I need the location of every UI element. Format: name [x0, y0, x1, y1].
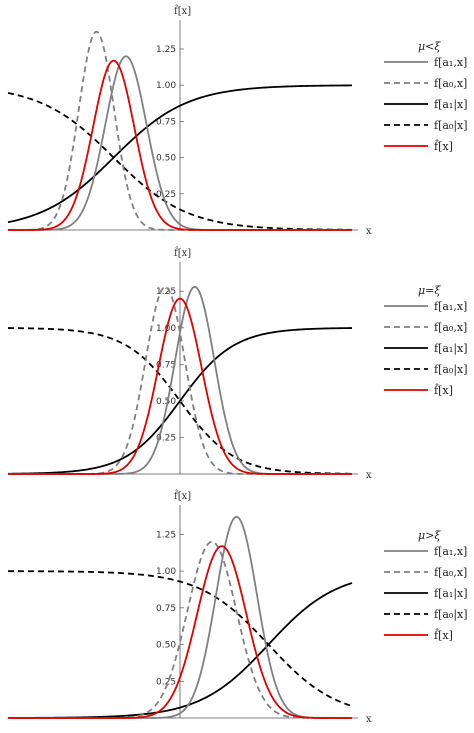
- y-axis-label: f̂[x]: [174, 247, 191, 259]
- series-line-3: [7, 92, 353, 231]
- y-tick-label: 0.25: [156, 433, 176, 443]
- x-axis-label: x: [366, 226, 372, 237]
- y-tick-label: 1.00: [156, 567, 176, 577]
- legend-entry: f[a₁|x]: [434, 587, 468, 601]
- y-tick-label: 0.75: [156, 604, 176, 614]
- legend: μ<ξ f[a₁,x] f[a₀,x] f[a₁|x] f[a₀|x] f̂[x]: [384, 40, 468, 153]
- y-tick-label: 0.25: [156, 677, 176, 687]
- x-axis-label: x: [366, 714, 372, 725]
- legend-title: μ=ξ: [418, 284, 441, 297]
- legend-entry: f[a₁|x]: [434, 342, 468, 356]
- legend-entry: f[a₁|x]: [434, 98, 468, 112]
- series-line-4: [8, 545, 352, 719]
- y-tick-label: 1.25: [156, 530, 176, 540]
- legend-entry: f[a₀|x]: [434, 363, 468, 377]
- legend-entry: f[a₀|x]: [434, 608, 468, 622]
- y-axis-label: f̂[x]: [174, 5, 191, 17]
- y-tick-label: 1.25: [156, 287, 176, 297]
- legend-entry: f[a₀,x]: [434, 321, 467, 334]
- legend-entry: f[a₁,x]: [434, 545, 467, 558]
- chart-panel-1: x f̂[x] 0.25 0.50 0.75 1.00 1.25 μ<ξ f[a₁,x] f[a₀…: [7, 5, 468, 237]
- legend-title: μ<ξ: [418, 40, 441, 53]
- legend-title: μ>ξ: [418, 529, 441, 542]
- y-tick-label: 0.75: [156, 360, 176, 370]
- legend: μ>ξ f[a₁,x] f[a₀,x] f[a₁|x] f[a₀|x] f̂[x]: [384, 529, 468, 642]
- legend-entry: f[a₀,x]: [434, 77, 467, 90]
- y-tick-label: 0.50: [156, 397, 176, 407]
- y-axis-label: f̂[x]: [174, 490, 191, 502]
- y-tick-label: 0.50: [156, 641, 176, 651]
- chart-panel-2: xf̂[x]0.250.500.751.001.25 μ=ξf[a₁,x]f[a₀…: [7, 247, 468, 481]
- legend-entry: f̂[x]: [434, 140, 453, 153]
- y-tick-label: 0.25: [156, 190, 176, 200]
- series-line-2: [7, 84, 353, 224]
- legend-entry: f[a₀,x]: [434, 566, 467, 579]
- legend-entry: f̂[x]: [434, 629, 453, 642]
- legend-entry: f[a₀|x]: [434, 119, 468, 133]
- legend-entry: f[a₁,x]: [434, 56, 467, 69]
- x-axis-label: x: [366, 470, 372, 481]
- legend-entry: f[a₁,x]: [434, 300, 467, 313]
- series-line-3: [8, 570, 353, 707]
- series-line-4: [8, 59, 352, 231]
- chart-panel-3: x f̂[x] 0.25 0.50 0.75 1.00 1.25 μ>ξ f[a₁,x] f[a₀…: [8, 490, 468, 725]
- y-tick-label: 0.75: [156, 117, 176, 127]
- series-line-2: [7, 327, 353, 475]
- series-line-4: [8, 297, 352, 475]
- legend-entry: f̂[x]: [434, 384, 453, 397]
- y-tick-label: 0.50: [156, 154, 176, 164]
- series-line-1: [8, 540, 352, 719]
- y-tick-label: 1.25: [156, 45, 176, 55]
- y-tick-label: 1.00: [156, 81, 176, 91]
- legend: μ=ξ f[a₁,x] f[a₀,x] f[a₁|x] f[a₀|x] f̂[x]: [384, 284, 468, 397]
- series-line-1: [8, 30, 352, 231]
